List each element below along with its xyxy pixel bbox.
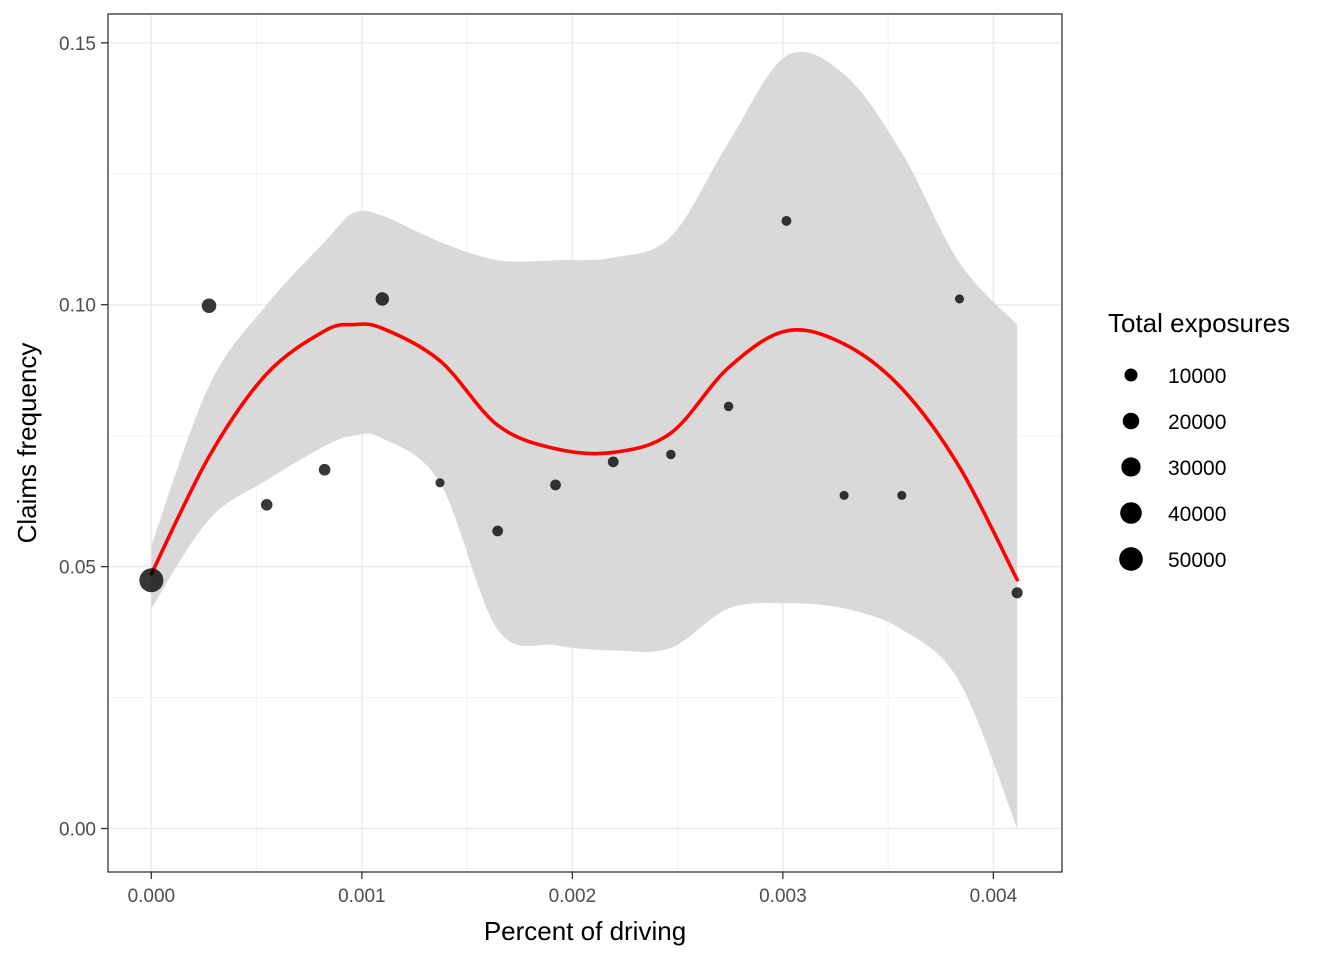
legend-label: 30000 — [1168, 457, 1226, 480]
data-point — [723, 401, 734, 412]
data-point — [1011, 587, 1023, 599]
x-axis: 0.000 0.001 0.002 0.003 0.004 — [128, 872, 1018, 907]
smooth-line-layer — [149, 322, 1019, 582]
x-tick-label: 0.002 — [549, 886, 597, 907]
smooth-fit-line — [149, 322, 1019, 582]
x-axis-title: Percent of driving — [484, 916, 686, 946]
legend-label: 20000 — [1168, 411, 1226, 434]
legend-key — [1122, 412, 1140, 430]
data-point — [139, 568, 164, 593]
x-tick-label: 0.003 — [759, 886, 807, 907]
plot-panel-border — [107, 13, 1063, 873]
legend-label: 10000 — [1168, 365, 1226, 388]
data-point — [201, 298, 217, 314]
data-point — [550, 479, 561, 491]
legend-label: 40000 — [1168, 503, 1226, 526]
x-tick-label: 0.000 — [128, 886, 176, 907]
data-point — [492, 525, 504, 537]
legend-key — [1120, 502, 1142, 524]
data-point — [781, 215, 792, 226]
data-point — [839, 490, 849, 500]
data-point — [954, 294, 965, 304]
data-point — [318, 463, 331, 476]
data-point — [607, 456, 619, 468]
confidence-band-layer — [151, 51, 1018, 829]
legend: Total exposures 10000 20000 30000 40000 5000… — [1108, 308, 1290, 572]
legend-label: 50000 — [1168, 549, 1226, 572]
points-layer — [139, 215, 1023, 599]
x-tick-label: 0.001 — [338, 886, 386, 907]
legend-key — [1119, 547, 1143, 571]
data-point — [435, 478, 445, 488]
legend-title: Total exposures — [1108, 308, 1290, 338]
legend-entries: 10000 20000 30000 40000 50000 — [1119, 365, 1226, 572]
legend-key — [1121, 457, 1141, 477]
y-tick-label: 0.15 — [59, 34, 96, 55]
legend-key — [1124, 368, 1138, 382]
data-point — [260, 499, 273, 511]
data-point — [666, 449, 676, 460]
x-tick-label: 0.004 — [970, 886, 1018, 907]
data-point — [897, 490, 907, 500]
y-tick-label: 0.05 — [59, 558, 96, 579]
y-tick-label: 0.10 — [59, 296, 96, 317]
y-axis: 0.00 0.05 0.10 0.15 — [59, 34, 108, 841]
y-axis-title: Claims frequency — [12, 343, 42, 544]
data-point — [375, 292, 389, 306]
confidence-band — [151, 51, 1018, 829]
y-tick-label: 0.00 — [59, 820, 96, 841]
panel-border-rect — [107, 13, 1063, 873]
